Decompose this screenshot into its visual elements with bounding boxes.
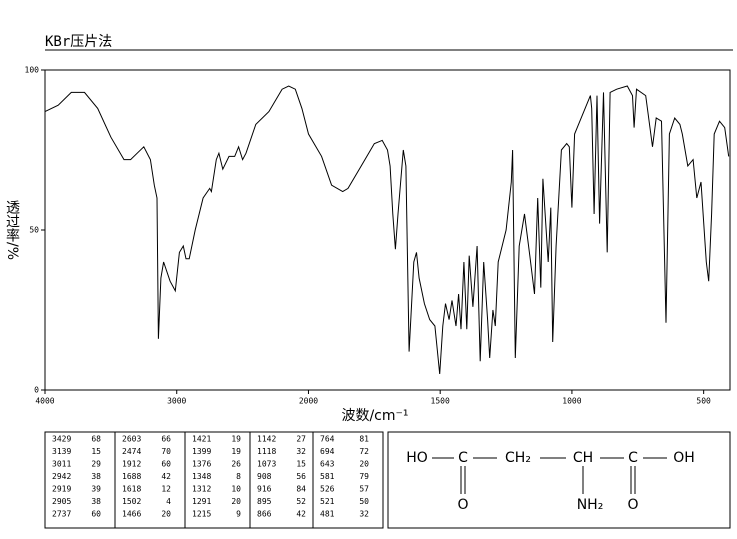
peak-wavenumber: 908 (257, 472, 272, 481)
peak-transmittance: 4 (166, 497, 171, 506)
x-tick-label: 3000 (167, 397, 186, 406)
peak-transmittance: 29 (91, 460, 101, 469)
x-tick-label: 2000 (299, 397, 318, 406)
peak-transmittance: 32 (296, 447, 306, 456)
x-tick-label: 500 (696, 397, 711, 406)
x-tick-label: 1500 (431, 397, 450, 406)
structure-box (387, 431, 731, 529)
peak-wavenumber: 1118 (257, 447, 276, 456)
peak-transmittance: 32 (359, 510, 369, 519)
atom-label: C (458, 450, 468, 466)
atom-label: C (628, 450, 638, 466)
peak-wavenumber: 2603 (122, 435, 141, 444)
x-tick-label: 1000 (562, 397, 581, 406)
peak-wavenumber: 1912 (122, 460, 141, 469)
peak-wavenumber: 694 (320, 447, 335, 456)
y-tick-label: 50 (29, 226, 39, 235)
peak-transmittance: 39 (91, 485, 101, 494)
peak-wavenumber: 2942 (52, 472, 71, 481)
peak-transmittance: 20 (359, 460, 369, 469)
peak-transmittance: 12 (161, 485, 171, 494)
x-label: 波数/cm⁻¹ (341, 408, 408, 424)
peak-transmittance: 10 (231, 485, 241, 494)
peak-wavenumber: 643 (320, 460, 335, 469)
peak-transmittance: 42 (296, 510, 306, 519)
atom-label: HO (406, 450, 428, 466)
peak-transmittance: 38 (91, 497, 101, 506)
peak-table (44, 431, 384, 529)
peak-transmittance: 60 (161, 460, 171, 469)
spectrum (44, 85, 730, 375)
peak-wavenumber: 1312 (192, 485, 211, 494)
peak-transmittance: 42 (161, 472, 171, 481)
peak-wavenumber: 1688 (122, 472, 141, 481)
peak-transmittance: 26 (231, 460, 241, 469)
peak-wavenumber: 1399 (192, 447, 211, 456)
header-title: KBr压片法 (45, 34, 112, 50)
plot-frame (44, 69, 731, 391)
peak-wavenumber: 1376 (192, 460, 211, 469)
peak-wavenumber: 895 (257, 497, 272, 506)
peak-transmittance: 38 (91, 472, 101, 481)
peak-wavenumber: 2905 (52, 497, 71, 506)
peak-wavenumber: 1466 (122, 510, 141, 519)
peak-wavenumber: 1348 (192, 472, 211, 481)
peak-wavenumber: 1291 (192, 497, 211, 506)
peak-wavenumber: 481 (320, 510, 335, 519)
peak-transmittance: 19 (231, 435, 241, 444)
peak-transmittance: 9 (236, 510, 241, 519)
peak-transmittance: 8 (236, 472, 241, 481)
peak-wavenumber: 2737 (52, 510, 71, 519)
peak-transmittance: 81 (359, 435, 369, 444)
peak-transmittance: 20 (231, 497, 241, 506)
peak-transmittance: 79 (359, 472, 369, 481)
peak-wavenumber: 581 (320, 472, 335, 481)
atom-label: CH₂ (505, 450, 531, 466)
peak-transmittance: 70 (161, 447, 171, 456)
peak-transmittance: 57 (359, 485, 369, 494)
peak-transmittance: 15 (296, 460, 306, 469)
y-label: 透过率/% (4, 200, 20, 260)
peak-transmittance: 56 (296, 472, 306, 481)
peak-wavenumber: 1502 (122, 497, 141, 506)
peak-wavenumber: 2474 (122, 447, 141, 456)
peak-transmittance: 27 (296, 435, 306, 444)
peak-wavenumber: 1073 (257, 460, 276, 469)
atom-label: O (457, 497, 468, 513)
atom-label: OH (673, 450, 695, 466)
peak-wavenumber: 526 (320, 485, 335, 494)
peak-transmittance: 72 (359, 447, 369, 456)
peak-wavenumber: 1618 (122, 485, 141, 494)
peak-wavenumber: 1142 (257, 435, 276, 444)
atom-label: CH (573, 450, 593, 466)
peak-transmittance: 15 (91, 447, 101, 456)
peak-transmittance: 60 (91, 510, 101, 519)
peak-transmittance: 68 (91, 435, 101, 444)
peak-transmittance: 84 (296, 485, 306, 494)
peak-wavenumber: 3011 (52, 460, 71, 469)
peak-transmittance: 66 (161, 435, 171, 444)
peak-wavenumber: 2919 (52, 485, 71, 494)
y-tick-label: 100 (25, 66, 40, 75)
peak-transmittance: 20 (161, 510, 171, 519)
x-tick-label: 4000 (35, 397, 54, 406)
peak-wavenumber: 916 (257, 485, 272, 494)
peak-transmittance: 52 (296, 497, 306, 506)
atom-label: O (627, 497, 638, 513)
atom-label: NH₂ (577, 497, 604, 513)
peak-wavenumber: 3429 (52, 435, 71, 444)
peak-wavenumber: 1421 (192, 435, 211, 444)
y-tick-label: 0 (34, 386, 39, 395)
peak-wavenumber: 866 (257, 510, 272, 519)
peak-transmittance: 19 (231, 447, 241, 456)
peak-transmittance: 50 (359, 497, 369, 506)
bonds (432, 457, 667, 494)
peak-wavenumber: 3139 (52, 447, 71, 456)
peak-wavenumber: 764 (320, 435, 335, 444)
peak-wavenumber: 1215 (192, 510, 211, 519)
peak-wavenumber: 521 (320, 497, 335, 506)
